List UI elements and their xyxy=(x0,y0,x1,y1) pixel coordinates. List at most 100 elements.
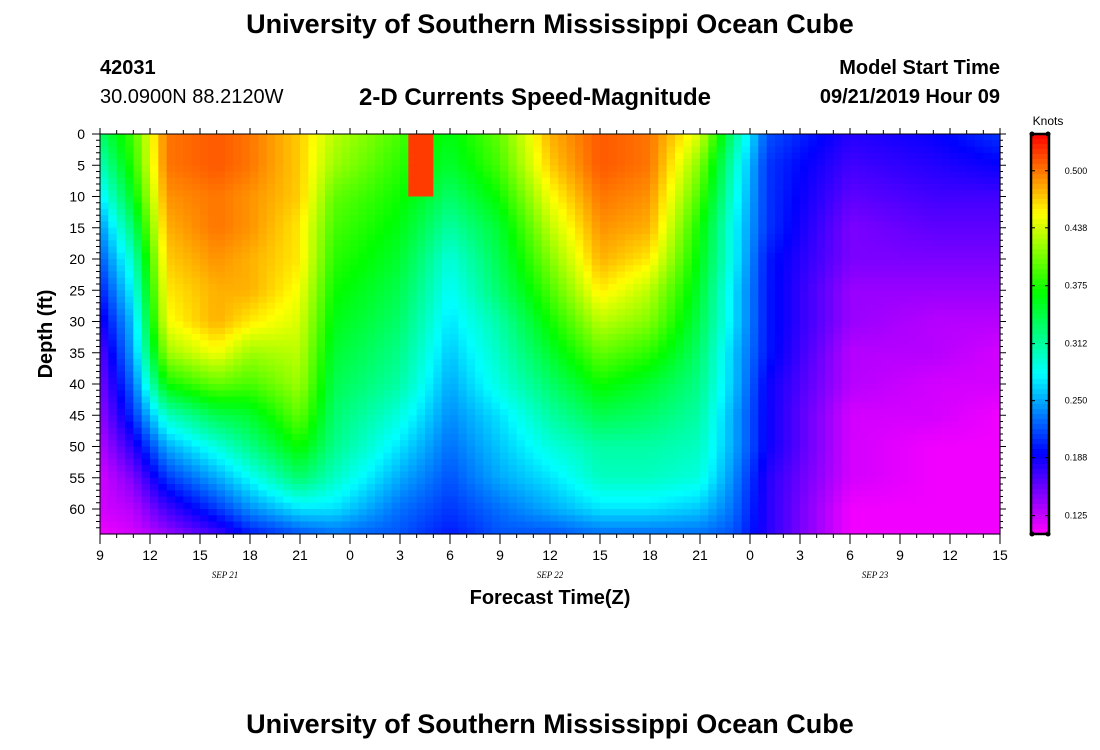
heatmap-cell xyxy=(141,384,151,391)
heatmap-cell xyxy=(716,484,726,491)
heatmap-cell xyxy=(508,202,518,210)
heatmap-cell xyxy=(633,484,643,491)
heatmap-cell xyxy=(658,177,668,185)
heatmap-cell xyxy=(466,265,476,273)
heatmap-cell xyxy=(558,259,568,266)
heatmap-cell xyxy=(533,509,543,516)
heatmap-cell xyxy=(266,221,276,229)
heatmap-cell xyxy=(491,177,501,185)
heatmap-cell xyxy=(433,234,443,241)
heatmap-cell xyxy=(641,427,651,435)
heatmap-cell xyxy=(691,309,701,316)
heatmap-cell xyxy=(125,527,134,535)
heatmap-cell xyxy=(308,171,318,179)
heatmap-cell xyxy=(175,396,184,404)
heatmap-cell xyxy=(141,277,151,285)
heatmap-cell xyxy=(375,290,384,298)
heatmap-cell xyxy=(591,140,601,148)
heatmap-cell xyxy=(133,452,143,460)
heatmap-cell xyxy=(416,146,426,154)
heatmap-cell xyxy=(683,165,693,173)
heatmap-cell xyxy=(458,415,468,423)
heatmap-cell xyxy=(608,146,618,154)
heatmap-cell xyxy=(650,477,659,485)
heatmap-cell xyxy=(191,265,201,273)
heatmap-cell xyxy=(691,290,701,298)
heatmap-cell xyxy=(533,334,543,341)
heatmap-cell xyxy=(725,527,734,535)
heatmap-cell xyxy=(283,277,293,285)
heatmap-cell xyxy=(475,302,484,310)
heatmap-cell xyxy=(491,196,501,204)
heatmap-cell xyxy=(575,309,584,316)
heatmap-cell xyxy=(241,440,251,448)
heatmap-cell xyxy=(383,227,393,235)
heatmap-cell xyxy=(566,134,576,141)
heatmap-cell xyxy=(208,452,218,460)
heatmap-cell xyxy=(608,252,618,260)
heatmap-cell xyxy=(125,196,134,204)
heatmap-cell xyxy=(625,384,634,391)
heatmap-cell xyxy=(541,146,551,154)
heatmap-cell xyxy=(200,190,209,198)
heatmap-cell xyxy=(675,340,684,348)
heatmap-cell xyxy=(741,352,751,360)
heatmap-cell xyxy=(466,302,476,310)
heatmap-cell xyxy=(575,259,584,266)
heatmap-cell xyxy=(525,290,534,298)
heatmap-cell xyxy=(483,246,493,254)
heatmap-cell xyxy=(625,359,634,366)
heatmap-cell xyxy=(741,265,751,273)
heatmap-cell xyxy=(300,359,309,366)
heatmap-cell xyxy=(350,134,359,141)
heatmap-cell xyxy=(541,471,551,479)
heatmap-cell xyxy=(641,315,651,323)
heatmap-cell xyxy=(116,202,126,210)
heatmap-cell xyxy=(325,296,334,304)
heatmap-cell xyxy=(216,446,226,454)
heatmap-cell xyxy=(258,177,268,185)
heatmap-cell xyxy=(466,371,476,379)
heatmap-cell xyxy=(433,365,443,373)
heatmap-cell xyxy=(525,377,534,385)
heatmap-cell xyxy=(325,346,334,354)
heatmap-cell xyxy=(533,427,543,435)
heatmap-cell xyxy=(708,490,718,498)
heatmap-cell xyxy=(100,384,109,391)
heatmap-cell xyxy=(483,496,493,504)
heatmap-cell xyxy=(416,284,426,291)
heatmap-cell xyxy=(125,177,134,185)
heatmap-cell xyxy=(616,134,626,141)
heatmap-cell xyxy=(266,134,276,141)
heatmap-cell xyxy=(358,171,368,179)
heatmap-cell xyxy=(100,359,109,366)
heatmap-cell xyxy=(291,215,301,223)
heatmap-cell xyxy=(333,496,343,504)
heatmap-cell xyxy=(366,284,376,291)
heatmap-cell xyxy=(300,421,309,429)
heatmap-cell xyxy=(208,315,218,323)
heatmap-cell xyxy=(283,334,293,341)
heatmap-cell xyxy=(108,171,118,179)
heatmap-cell xyxy=(225,484,234,491)
heatmap-cell xyxy=(658,359,668,366)
heatmap-cell xyxy=(525,396,534,404)
heatmap-cell xyxy=(333,240,343,248)
heatmap-cell xyxy=(558,340,568,348)
heatmap-cell xyxy=(408,365,418,373)
heatmap-cell xyxy=(500,152,509,160)
heatmap-cell xyxy=(741,246,751,254)
heatmap-cell xyxy=(641,452,651,460)
heatmap-cell xyxy=(608,327,618,335)
heatmap-cell xyxy=(525,215,534,223)
heatmap-cell xyxy=(658,377,668,385)
heatmap-cell xyxy=(175,165,184,173)
heatmap-cell xyxy=(358,396,368,404)
heatmap-cell xyxy=(733,134,743,141)
heatmap-cell xyxy=(466,359,476,366)
heatmap-cell xyxy=(416,490,426,498)
heatmap-cell xyxy=(466,177,476,185)
heatmap-cell xyxy=(175,484,184,491)
heatmap-cell xyxy=(558,234,568,241)
heatmap-cell xyxy=(600,484,609,491)
